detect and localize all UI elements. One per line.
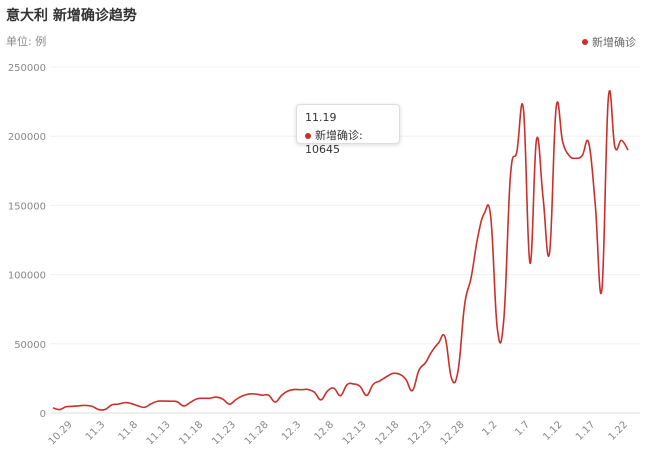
tooltip: 11.19 新增确诊: 10645: [296, 104, 400, 156]
x-tick-label: 11.13: [145, 419, 173, 447]
x-tick-label: 11.3: [84, 419, 108, 443]
tooltip-row: 新增确诊: 10645: [305, 129, 363, 156]
x-tick-label: 11.23: [210, 419, 238, 447]
x-tick-label: 10.29: [47, 419, 75, 447]
tooltip-title: 11.19: [305, 111, 337, 124]
tooltip-series: 新增确诊: [315, 129, 359, 142]
x-tick-label: 1.7: [513, 419, 532, 438]
x-tick-label: 12.23: [406, 419, 434, 447]
x-tick-label: 12.13: [341, 419, 369, 447]
x-tick-label: 12.18: [373, 419, 401, 447]
y-tick-label: 200000: [8, 132, 46, 143]
line: [52, 89, 629, 411]
x-tick-label: 11.18: [177, 419, 205, 447]
y-tick-label: 150000: [8, 201, 46, 212]
tooltip-marker: [305, 133, 311, 139]
chart-title: 意大利 新增确诊趋势: [6, 7, 137, 24]
x-tick-label: 11.28: [243, 419, 271, 447]
x-tick-label: 1.22: [607, 419, 631, 443]
x-tick-label: 11.8: [117, 419, 141, 443]
tooltip-value: 10645: [305, 143, 340, 156]
x-tick-label: 1.2: [480, 419, 499, 438]
x-tick-label: 12.28: [439, 419, 467, 447]
x-tick-label: 1.12: [541, 419, 565, 443]
y-tick-label: 250000: [8, 63, 46, 74]
legend-label[interactable]: 新增确诊: [592, 35, 636, 49]
y-tick-label: 0: [40, 409, 46, 420]
x-tick-label: 12.3: [280, 419, 304, 443]
y-tick-label: 50000: [14, 340, 46, 351]
y-tick-label: 100000: [8, 271, 46, 282]
x-tick-label: 1.17: [574, 419, 598, 443]
legend-marker: [582, 39, 588, 45]
x-tick-label: 12.8: [313, 419, 337, 443]
unit-label: 单位: 例: [6, 34, 46, 48]
